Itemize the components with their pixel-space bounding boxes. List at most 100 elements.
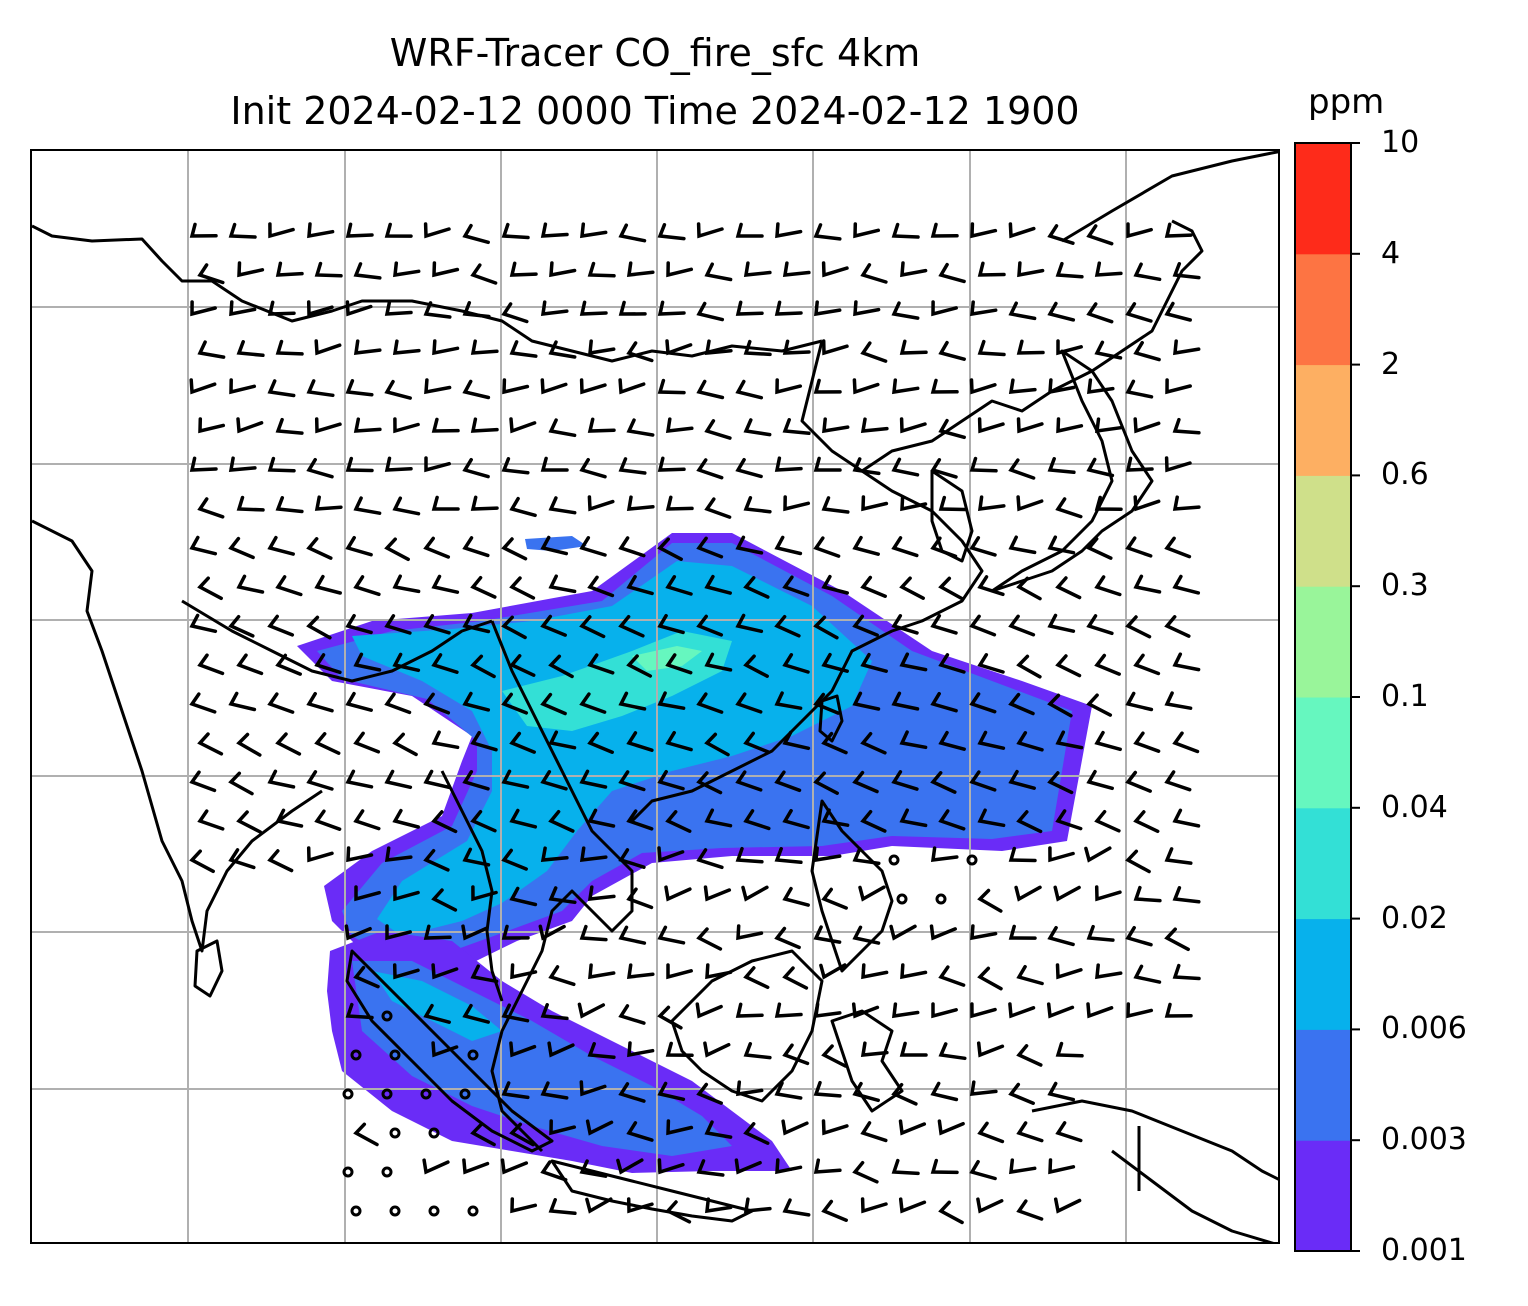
wind-barb <box>852 535 880 556</box>
wind-barb <box>267 692 295 714</box>
wind-barb <box>1164 770 1192 792</box>
wind-barb <box>743 261 772 277</box>
wind-barb <box>626 963 655 980</box>
wind-barb <box>431 417 460 433</box>
wind-barb <box>1008 769 1036 790</box>
wind-barb <box>1008 1082 1035 1105</box>
wind-barb <box>977 417 1005 434</box>
wind-barb <box>540 300 569 317</box>
wind-barb <box>501 924 530 940</box>
wind-barb <box>587 731 614 754</box>
wind-barb <box>861 495 889 512</box>
wind-barb <box>937 1119 965 1136</box>
wind-barb <box>1172 417 1201 435</box>
borneo <box>670 949 824 1103</box>
wind-barb <box>1008 924 1037 940</box>
wind-barb <box>853 300 881 317</box>
java <box>550 1159 754 1223</box>
wind-barb <box>626 574 654 596</box>
colorbar-tick-label: 0.003 <box>1381 1122 1467 1158</box>
wind-barb <box>462 691 491 712</box>
wind-barb <box>1172 731 1200 754</box>
wind-barb <box>852 1081 880 1103</box>
wind-barb <box>423 614 451 635</box>
wind-barb <box>1016 810 1043 834</box>
wind-barb <box>618 614 645 638</box>
wind-barb <box>900 963 928 980</box>
colorbar-band <box>1295 586 1351 698</box>
wind-barb <box>462 613 491 634</box>
wind-barb <box>736 924 764 941</box>
wind-barb <box>267 769 296 789</box>
wind-barb <box>899 1041 928 1057</box>
wind-barb <box>1164 222 1193 238</box>
wind-barb <box>618 536 646 558</box>
wind-barb <box>696 692 724 714</box>
wind-barb <box>1172 808 1201 828</box>
wind-barb <box>384 379 412 400</box>
wind-barb <box>579 692 607 714</box>
wind-barb <box>821 574 849 595</box>
wind-barb <box>743 654 769 678</box>
wind-barb <box>579 924 608 942</box>
wind-barb <box>462 457 490 479</box>
wind-barb <box>471 885 498 902</box>
wind-barb <box>657 300 686 316</box>
wind-barb <box>189 692 217 714</box>
wind-barb <box>969 536 997 557</box>
wind-barb <box>898 1197 927 1214</box>
himalaya-border <box>181 599 493 683</box>
wind-barb <box>1125 925 1153 947</box>
wind-barb <box>344 924 372 941</box>
wind-barb <box>704 652 733 672</box>
wind-barb <box>813 1002 842 1019</box>
wind-barb <box>423 536 451 559</box>
wind-barb <box>197 653 225 676</box>
wind-barb <box>345 222 374 238</box>
wind-barb <box>1016 417 1044 434</box>
wind-barb <box>423 301 452 319</box>
wind-barb <box>696 771 723 795</box>
wind-barb <box>891 1082 918 1106</box>
wind-barb <box>353 262 382 280</box>
wind-barb <box>501 692 529 715</box>
wind-barb <box>1016 964 1044 986</box>
wind-barb <box>696 222 724 239</box>
wind-barb <box>977 495 1006 512</box>
wind-barb <box>704 497 732 519</box>
wind-barb <box>314 574 342 595</box>
wind-barb <box>782 261 811 277</box>
wind-barb <box>774 456 803 472</box>
wind-barb <box>977 575 1005 597</box>
wind-barb <box>509 1041 537 1058</box>
wind-barb <box>228 771 254 796</box>
wind-barb <box>970 1002 997 1019</box>
wind-barb <box>577 1002 606 1019</box>
wind-barb <box>1055 730 1084 750</box>
wind-barb <box>899 730 928 750</box>
wind-barb <box>977 966 1003 991</box>
wind-barb <box>977 339 1006 357</box>
wind-barb <box>431 888 458 912</box>
wind-barb <box>703 885 732 902</box>
map-panel[interactable] <box>30 149 1280 1244</box>
wind-barb <box>774 1081 803 1100</box>
wind-barb <box>314 653 342 675</box>
wind-barb <box>813 1158 842 1174</box>
wind-barb <box>1055 1041 1084 1058</box>
wind-barb <box>696 379 725 400</box>
taiwan <box>818 694 844 743</box>
wind-barb <box>509 340 538 358</box>
wind-barb <box>860 341 888 363</box>
wind-barb <box>228 614 255 638</box>
wind-barb <box>626 418 655 437</box>
wind-barb <box>782 1043 810 1066</box>
wind-barb <box>860 1041 889 1057</box>
colorbar-band <box>1295 918 1351 1030</box>
wind-barb <box>1125 379 1154 399</box>
wind-barb <box>579 1080 607 1097</box>
wind-barb <box>189 535 218 556</box>
wind-barb <box>1164 536 1192 559</box>
wind-barb <box>500 1158 529 1175</box>
wind-barb <box>197 263 225 285</box>
